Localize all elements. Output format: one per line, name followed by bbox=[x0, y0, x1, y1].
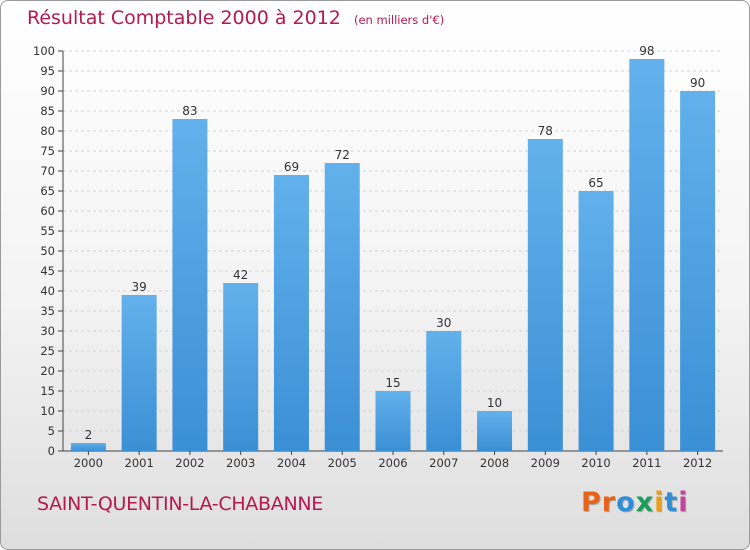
x-tick-label: 2003 bbox=[226, 456, 255, 470]
x-tick-label: 2001 bbox=[125, 456, 154, 470]
y-tick-label: 5 bbox=[48, 424, 55, 438]
y-tick-label: 70 bbox=[40, 164, 55, 178]
chart-title: Résultat Comptable 2000 à 2012 (en milli… bbox=[27, 7, 444, 29]
x-tick-label: 2011 bbox=[632, 456, 661, 470]
logo-letter: P bbox=[581, 487, 602, 518]
y-tick-label: 0 bbox=[48, 444, 55, 458]
y-tick-label: 15 bbox=[40, 384, 55, 398]
y-tick-label: 80 bbox=[40, 124, 55, 138]
bar bbox=[121, 295, 157, 451]
bar-value-label: 78 bbox=[538, 124, 553, 138]
chart-title-text: Résultat Comptable 2000 à 2012 bbox=[27, 7, 341, 29]
logo-letter: i bbox=[678, 487, 689, 518]
bar bbox=[680, 91, 716, 451]
bar-value-label: 10 bbox=[487, 396, 502, 410]
x-tick-label: 2006 bbox=[378, 456, 407, 470]
y-tick-label: 100 bbox=[33, 44, 55, 58]
logo-letter: r bbox=[601, 487, 617, 518]
x-tick-label: 2010 bbox=[581, 456, 610, 470]
bar-value-label: 72 bbox=[335, 148, 350, 162]
y-tick-label: 35 bbox=[40, 304, 55, 318]
bar bbox=[426, 331, 462, 451]
bar-value-label: 65 bbox=[588, 176, 603, 190]
x-tick-label: 2005 bbox=[328, 456, 357, 470]
x-tick-label: 2000 bbox=[74, 456, 103, 470]
bar bbox=[629, 59, 665, 451]
x-tick-label: 2008 bbox=[480, 456, 509, 470]
x-tick-label: 2009 bbox=[531, 456, 560, 470]
bar-value-label: 39 bbox=[132, 280, 147, 294]
y-tick-label: 45 bbox=[40, 264, 55, 278]
y-tick-label: 85 bbox=[40, 104, 55, 118]
bar-value-label: 69 bbox=[284, 160, 299, 174]
y-tick-label: 55 bbox=[40, 224, 55, 238]
bar-value-label: 98 bbox=[639, 44, 654, 58]
logo-letter: i bbox=[654, 487, 665, 518]
bar bbox=[324, 163, 360, 451]
y-tick-label: 90 bbox=[40, 84, 55, 98]
bar bbox=[70, 443, 106, 451]
y-tick-label: 30 bbox=[40, 324, 55, 338]
bar-value-label: 30 bbox=[436, 316, 451, 330]
y-tick-label: 50 bbox=[40, 244, 55, 258]
y-tick-label: 95 bbox=[40, 64, 55, 78]
y-tick-label: 60 bbox=[40, 204, 55, 218]
chart-subtitle: (en milliers d'€) bbox=[353, 13, 445, 27]
proxiti-logo: Proxiti bbox=[581, 487, 689, 518]
x-tick-label: 2002 bbox=[175, 456, 204, 470]
bar bbox=[172, 119, 208, 451]
x-tick-label: 2012 bbox=[683, 456, 712, 470]
bar-value-label: 83 bbox=[182, 104, 197, 118]
bar-value-label: 42 bbox=[233, 268, 248, 282]
bar-value-label: 2 bbox=[85, 428, 93, 442]
logo-letter: o bbox=[616, 487, 636, 518]
bar bbox=[477, 411, 513, 451]
y-tick-label: 10 bbox=[40, 404, 55, 418]
bar bbox=[578, 191, 614, 451]
bar-value-label: 90 bbox=[690, 76, 705, 90]
y-tick-label: 40 bbox=[40, 284, 55, 298]
city-name: SAINT-QUENTIN-LA-CHABANNE bbox=[37, 493, 323, 515]
logo-letter: t bbox=[664, 487, 679, 518]
x-tick-label: 2007 bbox=[429, 456, 458, 470]
logo-letter: x bbox=[635, 487, 655, 518]
bar-value-label: 15 bbox=[385, 376, 400, 390]
y-tick-label: 65 bbox=[40, 184, 55, 198]
bar bbox=[223, 283, 259, 451]
bar bbox=[527, 139, 563, 451]
y-tick-label: 75 bbox=[40, 144, 55, 158]
x-tick-label: 2004 bbox=[277, 456, 306, 470]
y-tick-label: 25 bbox=[40, 344, 55, 358]
bar bbox=[273, 175, 309, 451]
bar bbox=[375, 391, 411, 451]
y-tick-label: 20 bbox=[40, 364, 55, 378]
